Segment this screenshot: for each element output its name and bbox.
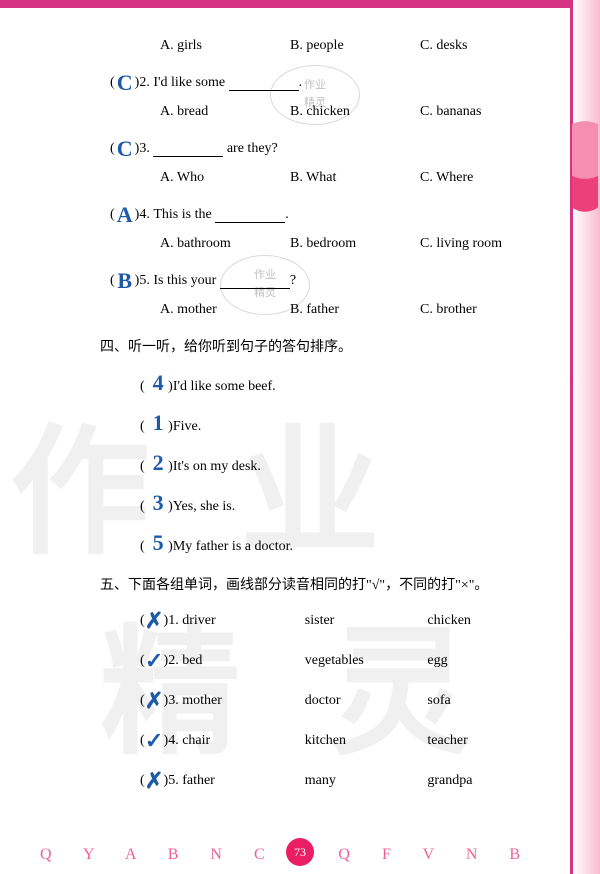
q4-row: ( A )4. This is the . bbox=[110, 202, 550, 228]
s4-item: ( 1)Five. bbox=[140, 410, 550, 436]
s5-item: ( ✓)2. bed vegetables egg bbox=[140, 648, 550, 674]
option-b: B. chicken bbox=[290, 104, 420, 120]
word: vegetables bbox=[305, 653, 428, 669]
q2-options: A. bread B. chicken C. bananas bbox=[160, 104, 550, 120]
word: mother bbox=[182, 693, 305, 709]
s4-text: )It's on my desk. bbox=[168, 459, 261, 474]
s5-item: ( ✗)5. father many grandpa bbox=[140, 768, 550, 794]
option-c: C. Where bbox=[420, 170, 550, 186]
s5-num: )3. bbox=[164, 693, 179, 709]
s4-text: )My father is a doctor. bbox=[168, 539, 293, 554]
s4-text: )I'd like some beef. bbox=[168, 379, 275, 394]
option-c: C. brother bbox=[420, 302, 550, 318]
word: many bbox=[305, 773, 428, 789]
s4-item: ( 2)It's on my desk. bbox=[140, 450, 550, 476]
option-a: A. girls bbox=[160, 38, 290, 54]
q5-text: Is this your ? bbox=[150, 273, 296, 289]
word: chair bbox=[182, 733, 305, 749]
s4-item: ( 4)I'd like some beef. bbox=[140, 370, 550, 396]
word: bed bbox=[182, 653, 305, 669]
option-b: B. people bbox=[290, 38, 420, 54]
s5-answer: ✗ bbox=[145, 608, 164, 634]
word: doctor bbox=[305, 693, 428, 709]
s5-answer: ✓ bbox=[145, 728, 164, 754]
section4-header: 四、听一听，给你听到句子的答句排序。 bbox=[100, 336, 550, 356]
s4-answer: 2 bbox=[148, 450, 168, 476]
s5-num: )4. bbox=[164, 733, 179, 749]
q1-options: A. girls B. people C. desks bbox=[160, 38, 550, 54]
word: teacher bbox=[427, 733, 550, 749]
q3-text: are they? bbox=[150, 141, 278, 157]
q2-answer: C bbox=[115, 70, 135, 96]
q4-options: A. bathroom B. bedroom C. living room bbox=[160, 236, 550, 252]
s5-num: )1. bbox=[164, 613, 179, 629]
q3-options: A. Who B. What C. Where bbox=[160, 170, 550, 186]
s4-text: )Five. bbox=[168, 419, 201, 434]
s4-answer: 4 bbox=[148, 370, 168, 396]
word: grandpa bbox=[427, 773, 550, 789]
q3-answer: C bbox=[115, 136, 135, 162]
option-c: C. bananas bbox=[420, 104, 550, 120]
word: driver bbox=[182, 613, 305, 629]
word: egg bbox=[427, 653, 550, 669]
option-b: B. What bbox=[290, 170, 420, 186]
s4-item: ( 5)My father is a doctor. bbox=[140, 530, 550, 556]
section5-header: 五、下面各组单词，画线部分读音相同的打"√"，不同的打"×"。 bbox=[100, 574, 550, 594]
s4-answer: 1 bbox=[148, 410, 168, 436]
q5-options: A. mother B. father C. brother bbox=[160, 302, 550, 318]
page-content: A. girls B. people C. desks ( C )2. I'd … bbox=[0, 0, 600, 828]
option-c: C. desks bbox=[420, 38, 550, 54]
q2-num: )2. bbox=[135, 75, 150, 91]
q2-row: ( C )2. I'd like some . bbox=[110, 70, 550, 96]
word: sofa bbox=[427, 693, 550, 709]
word: father bbox=[182, 773, 305, 789]
q3-num: )3. bbox=[135, 141, 150, 157]
q3-row: ( C )3. are they? bbox=[110, 136, 550, 162]
option-a: A. Who bbox=[160, 170, 290, 186]
option-c: C. living room bbox=[420, 236, 550, 252]
option-a: A. mother bbox=[160, 302, 290, 318]
q4-text: This is the . bbox=[150, 207, 289, 223]
q2-text: I'd like some . bbox=[150, 75, 302, 91]
s4-text: )Yes, she is. bbox=[168, 499, 235, 514]
q5-answer: B bbox=[115, 268, 135, 294]
s5-item: ( ✓)4. chair kitchen teacher bbox=[140, 728, 550, 754]
s4-answer: 5 bbox=[148, 530, 168, 556]
s5-num: )2. bbox=[164, 653, 179, 669]
s5-item: ( ✗)1. driver sister chicken bbox=[140, 608, 550, 634]
s4-answer: 3 bbox=[148, 490, 168, 516]
q5-row: ( B )5. Is this your ? bbox=[110, 268, 550, 294]
q5-num: )5. bbox=[135, 273, 150, 289]
word: chicken bbox=[427, 613, 550, 629]
s5-answer: ✓ bbox=[145, 648, 164, 674]
option-a: A. bread bbox=[160, 104, 290, 120]
q4-num: )4. bbox=[135, 207, 150, 223]
word: sister bbox=[305, 613, 428, 629]
s5-item: ( ✗)3. mother doctor sofa bbox=[140, 688, 550, 714]
q4-answer: A bbox=[115, 202, 135, 228]
s5-answer: ✗ bbox=[145, 768, 164, 794]
word: kitchen bbox=[305, 733, 428, 749]
option-a: A. bathroom bbox=[160, 236, 290, 252]
s5-answer: ✗ bbox=[145, 688, 164, 714]
s5-num: )5. bbox=[164, 773, 179, 789]
s4-item: ( 3)Yes, she is. bbox=[140, 490, 550, 516]
option-b: B. father bbox=[290, 302, 420, 318]
option-b: B. bedroom bbox=[290, 236, 420, 252]
page-number: 73 bbox=[286, 838, 314, 866]
